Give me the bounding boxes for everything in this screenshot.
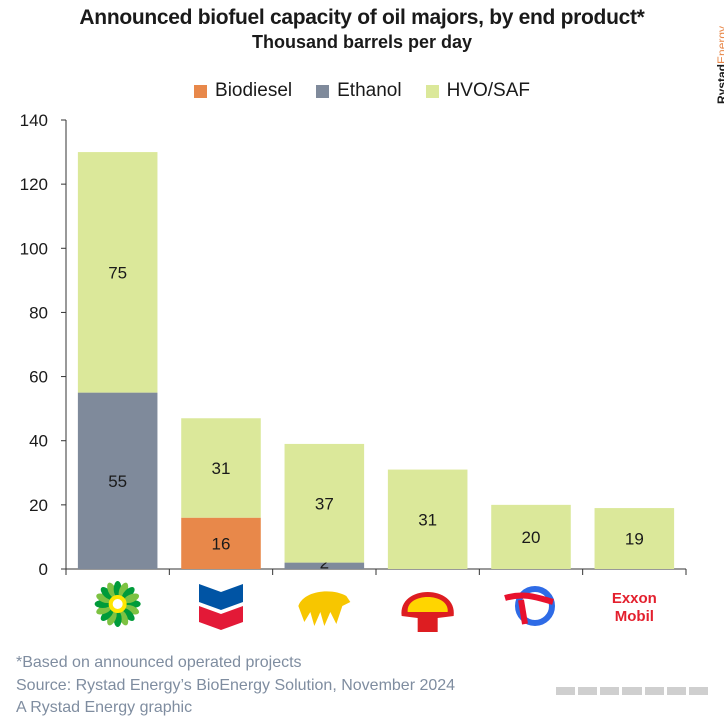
chevron-logo-top-icon: [199, 584, 243, 610]
legend-label-hvo-saf: HVO/SAF: [446, 80, 530, 101]
y-tick-label: 60: [29, 368, 48, 387]
image-pager-scrollbar[interactable]: [556, 686, 708, 696]
bar-hvo-saf: [387, 469, 468, 569]
exxonmobil-logo-text: Exxon: [612, 590, 657, 607]
legend-item-ethanol: Ethanol: [316, 80, 402, 102]
legend-swatch-ethanol: [316, 84, 330, 98]
data-label-hvo-saf: 37: [315, 494, 334, 513]
legend-item-biodiesel: Biodiesel: [194, 80, 292, 102]
y-tick-label: 100: [20, 239, 48, 258]
legend-label-ethanol: Ethanol: [337, 80, 402, 101]
bar-ethanol: [284, 562, 365, 569]
bar-hvo-saf: [284, 443, 365, 563]
legend-item-hvo-saf: HVO/SAF: [425, 80, 530, 102]
bar-hvo-saf: [491, 504, 571, 569]
chart-legend: Biodiesel Ethanol HVO/SAF: [0, 80, 724, 102]
bar-ethanol: [77, 392, 158, 569]
totalenergies-ring-icon: [515, 586, 555, 626]
shell-logo-inner-icon: [407, 597, 448, 612]
totalenergies-t-icon: [518, 599, 528, 625]
bp-logo-icon: [94, 581, 141, 627]
bar-hvo-saf: [594, 508, 675, 569]
data-label-hvo-saf: 19: [625, 530, 644, 549]
footnote-credit: A Rystad Energy graphic: [16, 699, 193, 716]
exxonmobil-logo-text: Mobil: [615, 608, 654, 625]
bar-hvo-saf: [181, 418, 261, 518]
legend-swatch-biodiesel: [194, 84, 208, 98]
bar-biodiesel: [181, 517, 261, 569]
chart-subtitle: Thousand barrels per day: [251, 32, 473, 52]
legend-swatch-hvo-saf: [425, 84, 439, 98]
chevron-logo-bottom-icon: [199, 606, 243, 630]
footnote-source: Source: Rystad Energy’s BioEnergy Soluti…: [16, 677, 456, 694]
y-tick-label: 120: [20, 175, 48, 194]
data-label-hvo-saf: 75: [108, 263, 127, 282]
eni-dog-logo-icon: [298, 591, 351, 626]
bar-hvo-saf: [77, 152, 158, 393]
y-tick-label: 140: [20, 111, 48, 130]
data-label-hvo-saf: 31: [212, 459, 231, 478]
data-label-ethanol: 2: [320, 554, 329, 573]
data-label-biodiesel: 16: [212, 534, 231, 553]
chart-title: Announced biofuel capacity of oil majors…: [79, 6, 645, 29]
data-label-hvo-saf: 31: [418, 510, 437, 529]
data-label-ethanol: 55: [108, 472, 127, 491]
y-tick-label: 20: [29, 496, 48, 515]
y-tick-label: 80: [29, 303, 48, 322]
legend-label-biodiesel: Biodiesel: [215, 80, 293, 101]
y-tick-label: 40: [29, 432, 48, 451]
y-tick-label: 0: [39, 560, 48, 579]
footnote-projects: *Based on announced operated projects: [16, 654, 302, 671]
data-label-hvo-saf: 20: [522, 528, 541, 547]
totalenergies-red-stroke-icon: [504, 592, 554, 605]
